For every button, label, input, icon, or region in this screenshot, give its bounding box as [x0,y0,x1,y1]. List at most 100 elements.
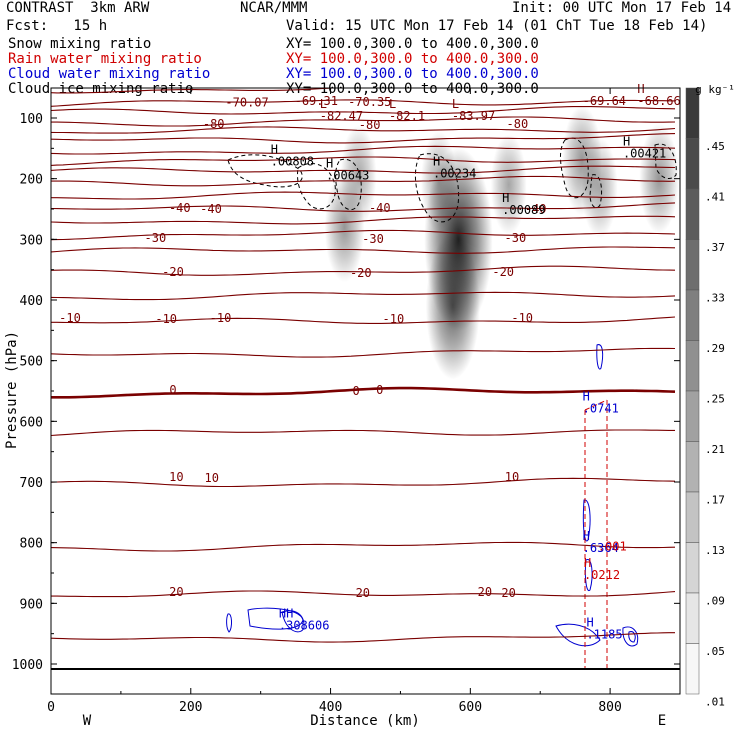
isotherm-line-2 [51,106,676,115]
isotherm-label: 20 [501,586,515,600]
extremum-kind-3: L [320,97,327,111]
isotherm-label: -10 [383,312,405,326]
colorbar-label: .13 [705,544,725,557]
extremum-value-10: .00234 [433,167,476,181]
cloud-water-contour-5 [226,613,232,633]
isotherm-line-10 [51,191,676,200]
cloud-ice-contour-2 [335,158,362,210]
isotherm-label: -30 [145,231,167,245]
cloud-water-contour-7 [622,626,639,647]
colorbar-label: .05 [705,645,725,658]
cloud-ice-contour-3 [414,153,460,223]
field-name-cloud-water: Cloud water mixing ratio [8,66,211,82]
isotherm-label: -40 [169,201,191,215]
y-tick-label: 300 [20,233,43,248]
valid-time: Valid: 15 UTC Mon 17 Feb 14 (01 ChT Tue … [286,18,708,34]
extremum-value-11: .00089 [502,203,545,217]
colorbar-swatch [685,441,700,493]
x-tick-label: 0 [47,700,55,715]
isotherm-label: -80 [359,118,381,132]
extremum-value-6: -69.64 [583,94,626,108]
extremum-value-13: .0741 [583,401,619,415]
isotherm-line-16 [51,291,676,301]
y-tick-label: 400 [20,294,43,309]
colorbar-label: .21 [705,443,725,456]
snow-shade-4 [420,131,457,233]
cloud-water-contour-4 [281,610,305,633]
field-name-rain: Rain water mixing ratio [8,51,202,67]
isotherm-label: 0 [352,384,359,398]
extremum-value-18: .308606 [279,619,330,633]
snow-shade-7 [639,123,679,234]
isotherm-label: -30 [362,232,384,246]
isotherm-line-22 [51,541,676,552]
snow-shade-8 [581,137,618,239]
snow-shade-1 [425,232,480,380]
isotherm-label: -40 [525,202,547,216]
extremum-value-15: .001 [598,540,627,554]
extremum-value-14: .6364 [583,541,619,555]
isotherm-line-8 [51,165,676,174]
colorbar-label: .01 [705,696,725,709]
colorbar-swatch [685,340,700,392]
y-tick-label: 600 [20,415,43,430]
isotherm-label: -80 [203,117,225,131]
y-tick-label: 1000 [12,658,43,673]
isotherm-line-23 [51,590,676,598]
forecast-hour: Fcst: 15 h [6,18,108,34]
isotherm-line-12 [51,215,676,225]
isotherm-label: 20 [478,585,492,599]
extremum-value-4: -82.1 [389,109,425,123]
extremum-kind-10: H [433,155,440,169]
extremum-value-5: -83.97 [452,109,495,123]
isotherm-label: -30 [505,231,527,245]
isotherm-label: 10 [505,470,519,484]
isotherm-line-9 [51,175,676,187]
extremum-kind-18: HH [279,607,293,621]
west-end-label: W [83,713,92,729]
colorbar-swatch [685,239,700,291]
isotherm-label: -40 [200,202,222,216]
colorbar-swatch [685,592,700,644]
extremum-kind-16: H [584,556,591,570]
isotherm-label: -20 [162,265,184,279]
cloud-ice-contour-4 [560,137,589,198]
extremum-kind-5: L [452,97,459,111]
y-tick-label: 200 [20,173,43,188]
isotherm-line-0 [51,88,565,94]
colorbar-swatch [685,188,700,240]
x-tick-label: 600 [459,700,482,715]
cloud-water-contour-0 [596,344,604,370]
isotherm-label: -40 [369,201,391,215]
isotherm-line-4 [51,126,676,134]
extremum-kind-13: H [583,389,590,403]
isotherm-line-18 [51,347,676,358]
cloud-water-contour-1 [582,499,591,542]
isotherm-label: 10 [204,471,218,485]
field-xy-rain: XY= 100.0,300.0 to 400.0,300.0 [286,51,539,67]
colorbar-swatch [685,491,700,543]
field-name-snow: Snow mixing ratio [8,36,152,52]
extremum-kind-14: H [583,529,590,543]
extremum-value-2: -70.35 [348,95,391,109]
isotherm-line-17 [51,316,676,324]
cloud-water-contour-2 [584,559,593,592]
isotherm-label: -20 [350,266,372,280]
y-axis-label: Pressure (hPa) [4,331,20,449]
isotherm-label: -10 [511,311,533,325]
colorbar-label: .45 [705,140,725,153]
isotherm-line-15 [51,265,676,276]
colorbar-label: .17 [705,494,725,507]
extremum-value-17: .1185 [586,628,622,642]
cloud-water-contour-6 [555,623,601,647]
snow-shade-5 [490,134,527,236]
extremum-kind-9: H [326,156,333,170]
extremum-value-16: .0212 [584,568,620,582]
y-tick-label: 500 [20,355,43,370]
y-tick-label: 700 [20,476,43,491]
init-time: Init: 00 UTC Mon 17 Feb 14 [512,0,732,16]
isotherm-line-19 [51,386,676,399]
extremum-kind-17: H [586,616,593,630]
extremum-value-1: -69.31 [295,94,338,108]
colorbar-label: .29 [705,342,725,355]
